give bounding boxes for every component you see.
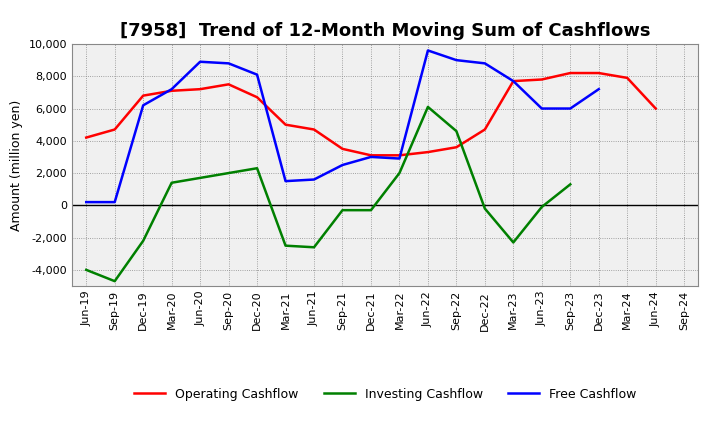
Free Cashflow xyxy=(110,199,119,205)
Free Cashflow xyxy=(452,58,461,63)
Operating Cashflow xyxy=(452,145,461,150)
Operating Cashflow xyxy=(566,70,575,76)
Free Cashflow xyxy=(423,48,432,53)
Investing Cashflow xyxy=(282,243,290,248)
Investing Cashflow xyxy=(225,170,233,176)
Operating Cashflow xyxy=(366,153,375,158)
Free Cashflow xyxy=(366,154,375,160)
Investing Cashflow xyxy=(310,245,318,250)
Investing Cashflow xyxy=(366,208,375,213)
Investing Cashflow xyxy=(196,175,204,180)
Title: [7958]  Trend of 12-Month Moving Sum of Cashflows: [7958] Trend of 12-Month Moving Sum of C… xyxy=(120,22,650,40)
Operating Cashflow xyxy=(196,87,204,92)
Operating Cashflow xyxy=(652,106,660,111)
Operating Cashflow xyxy=(139,93,148,98)
Free Cashflow xyxy=(139,103,148,108)
Operating Cashflow xyxy=(423,150,432,155)
Free Cashflow xyxy=(480,61,489,66)
Operating Cashflow xyxy=(110,127,119,132)
Y-axis label: Amount (million yen): Amount (million yen) xyxy=(10,99,23,231)
Operating Cashflow xyxy=(595,70,603,76)
Legend: Operating Cashflow, Investing Cashflow, Free Cashflow: Operating Cashflow, Investing Cashflow, … xyxy=(129,383,642,406)
Free Cashflow xyxy=(253,72,261,77)
Line: Free Cashflow: Free Cashflow xyxy=(86,51,599,202)
Free Cashflow xyxy=(310,177,318,182)
Operating Cashflow xyxy=(395,153,404,158)
Free Cashflow xyxy=(82,199,91,205)
Free Cashflow xyxy=(537,106,546,111)
Operating Cashflow xyxy=(623,75,631,81)
Investing Cashflow xyxy=(537,204,546,209)
Operating Cashflow xyxy=(480,127,489,132)
Free Cashflow xyxy=(566,106,575,111)
Operating Cashflow xyxy=(282,122,290,127)
Investing Cashflow xyxy=(395,170,404,176)
Free Cashflow xyxy=(282,179,290,184)
Investing Cashflow xyxy=(139,238,148,243)
Line: Operating Cashflow: Operating Cashflow xyxy=(86,73,656,155)
Operating Cashflow xyxy=(253,95,261,100)
Free Cashflow xyxy=(509,78,518,84)
Operating Cashflow xyxy=(537,77,546,82)
Investing Cashflow xyxy=(423,104,432,110)
Investing Cashflow xyxy=(82,267,91,272)
Free Cashflow xyxy=(338,162,347,168)
Free Cashflow xyxy=(595,87,603,92)
Investing Cashflow xyxy=(253,165,261,171)
Operating Cashflow xyxy=(509,78,518,84)
Operating Cashflow xyxy=(167,88,176,93)
Investing Cashflow xyxy=(566,182,575,187)
Free Cashflow xyxy=(395,156,404,161)
Investing Cashflow xyxy=(452,128,461,134)
Operating Cashflow xyxy=(338,146,347,151)
Investing Cashflow xyxy=(480,206,489,211)
Free Cashflow xyxy=(167,87,176,92)
Free Cashflow xyxy=(196,59,204,64)
Investing Cashflow xyxy=(509,240,518,245)
Line: Investing Cashflow: Investing Cashflow xyxy=(86,107,570,281)
Operating Cashflow xyxy=(82,135,91,140)
Investing Cashflow xyxy=(167,180,176,185)
Operating Cashflow xyxy=(310,127,318,132)
Investing Cashflow xyxy=(110,279,119,284)
Investing Cashflow xyxy=(338,208,347,213)
Operating Cashflow xyxy=(225,82,233,87)
Free Cashflow xyxy=(225,61,233,66)
